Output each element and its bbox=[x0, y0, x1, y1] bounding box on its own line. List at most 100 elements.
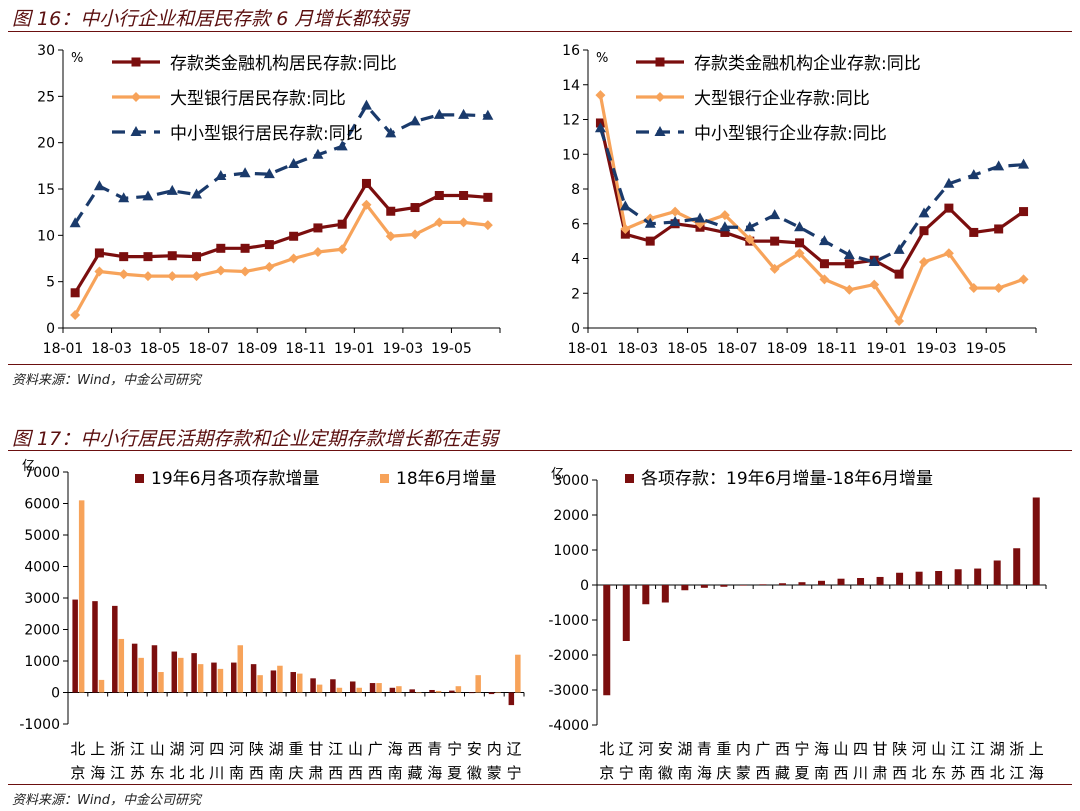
bar bbox=[98, 679, 105, 693]
bar bbox=[720, 585, 728, 587]
category-label: 北 bbox=[189, 764, 204, 782]
data-point bbox=[819, 259, 829, 269]
legend-entry: 大型银行居民存款:同比 bbox=[170, 89, 346, 109]
bar bbox=[356, 687, 362, 693]
bar bbox=[739, 585, 747, 586]
data-point bbox=[385, 127, 397, 138]
x-tick-label: 18-03 bbox=[617, 341, 658, 357]
figure-17-source: 资料来源：Wind，中金公司研究 bbox=[12, 793, 201, 808]
y-tick-label: 6000 bbox=[24, 497, 60, 513]
category-label: 上 bbox=[1029, 740, 1044, 758]
bar bbox=[151, 645, 158, 693]
axes: 0 5 10 15 20 25 30 18-01 18-03 18-05 18-07 18-09 18-… bbox=[37, 43, 501, 357]
bar bbox=[837, 578, 845, 585]
legend-swatch bbox=[380, 474, 389, 483]
category-label: 四 bbox=[853, 740, 868, 758]
legend-entry: 19年6月各项存款增量 bbox=[151, 469, 319, 489]
bar bbox=[158, 672, 164, 693]
data-point bbox=[819, 274, 830, 285]
legend-entry: 中小型银行居民存款:同比 bbox=[170, 124, 363, 144]
category-label: 上 bbox=[90, 740, 105, 758]
category-label: 甘 bbox=[308, 740, 323, 758]
data-point bbox=[620, 223, 631, 234]
y-tick-label: 2000 bbox=[24, 623, 60, 639]
category-label: 蒙 bbox=[487, 764, 502, 782]
category-label: 安 bbox=[467, 740, 482, 758]
bar bbox=[72, 599, 78, 693]
bar bbox=[231, 662, 237, 693]
category-label: 西 bbox=[834, 764, 849, 782]
data-point bbox=[313, 223, 323, 233]
x-tick-label: 19-03 bbox=[383, 341, 424, 357]
category-label: 广 bbox=[755, 740, 770, 758]
bar bbox=[915, 571, 923, 585]
data-point bbox=[919, 256, 929, 267]
category-label: 湖 bbox=[677, 740, 692, 758]
series-1 bbox=[70, 199, 493, 321]
data-point bbox=[994, 224, 1004, 234]
data-point bbox=[769, 209, 781, 220]
data-point bbox=[844, 284, 855, 295]
data-point bbox=[720, 227, 730, 237]
data-point bbox=[166, 184, 178, 195]
bar bbox=[178, 657, 184, 693]
data-point bbox=[744, 234, 755, 245]
data-point bbox=[482, 109, 494, 120]
category-label: 山 bbox=[931, 740, 946, 758]
y-tick-label: 0 bbox=[46, 321, 55, 337]
bar bbox=[778, 583, 786, 585]
data-point bbox=[142, 271, 153, 282]
data-point bbox=[719, 221, 731, 232]
bar bbox=[603, 585, 611, 696]
series-line bbox=[73, 103, 488, 225]
category-label: 北 bbox=[990, 764, 1005, 782]
data-point bbox=[94, 266, 105, 277]
category-label: 北 bbox=[912, 764, 927, 782]
category-label: 山 bbox=[348, 740, 363, 758]
bar bbox=[475, 675, 481, 693]
y-tick-label: 6 bbox=[571, 217, 580, 233]
axes: -4000-3000-2000-10000100020003000亿北京辽宁河南… bbox=[548, 467, 1047, 782]
data-point bbox=[795, 238, 805, 248]
data-point bbox=[434, 217, 445, 228]
bar bbox=[211, 662, 217, 693]
y-tick-label: 2 bbox=[571, 286, 580, 302]
bar bbox=[237, 645, 244, 693]
category-label: 西 bbox=[755, 764, 770, 782]
category-label: 江 bbox=[951, 740, 966, 758]
category-label: 西 bbox=[775, 740, 790, 758]
unit-label: 亿 bbox=[551, 467, 564, 482]
x-tick-label: 18-09 bbox=[237, 341, 278, 357]
bar bbox=[857, 578, 865, 585]
data-point bbox=[794, 221, 806, 232]
bar bbox=[336, 687, 343, 693]
data-point bbox=[968, 169, 980, 180]
category-label: 内 bbox=[487, 740, 502, 758]
y-tick-label: -1000 bbox=[548, 613, 589, 629]
figure-16-top-rule bbox=[8, 31, 1072, 32]
category-label: 徽 bbox=[467, 764, 482, 782]
bar bbox=[1013, 548, 1021, 585]
category-label: 肃 bbox=[308, 764, 323, 782]
category-label: 江 bbox=[110, 764, 125, 782]
category-label: 庆 bbox=[288, 764, 303, 782]
data-point bbox=[844, 259, 854, 269]
data-point bbox=[167, 251, 177, 261]
figure-16-bottom-rule bbox=[8, 364, 1072, 365]
data-point bbox=[993, 160, 1005, 171]
data-point bbox=[459, 190, 469, 200]
category-label: 海 bbox=[697, 764, 712, 782]
x-tick-label: 18-03 bbox=[91, 341, 132, 357]
bar bbox=[389, 687, 396, 693]
data-point bbox=[719, 210, 730, 221]
axes: -100001000200030004000500060007000亿北京上海浙… bbox=[19, 459, 525, 782]
bar bbox=[171, 651, 178, 693]
category-label: 西 bbox=[892, 764, 907, 782]
series-line bbox=[598, 94, 1025, 323]
legend-entry: 中小型银行企业存款:同比 bbox=[694, 124, 887, 144]
data-point bbox=[1019, 207, 1029, 217]
figure-17-title: 图 17：中小行居民活期存款和企业定期存款增长都在走弱 bbox=[12, 428, 499, 450]
x-tick-label: 19-03 bbox=[916, 341, 957, 357]
data-point bbox=[361, 199, 372, 210]
